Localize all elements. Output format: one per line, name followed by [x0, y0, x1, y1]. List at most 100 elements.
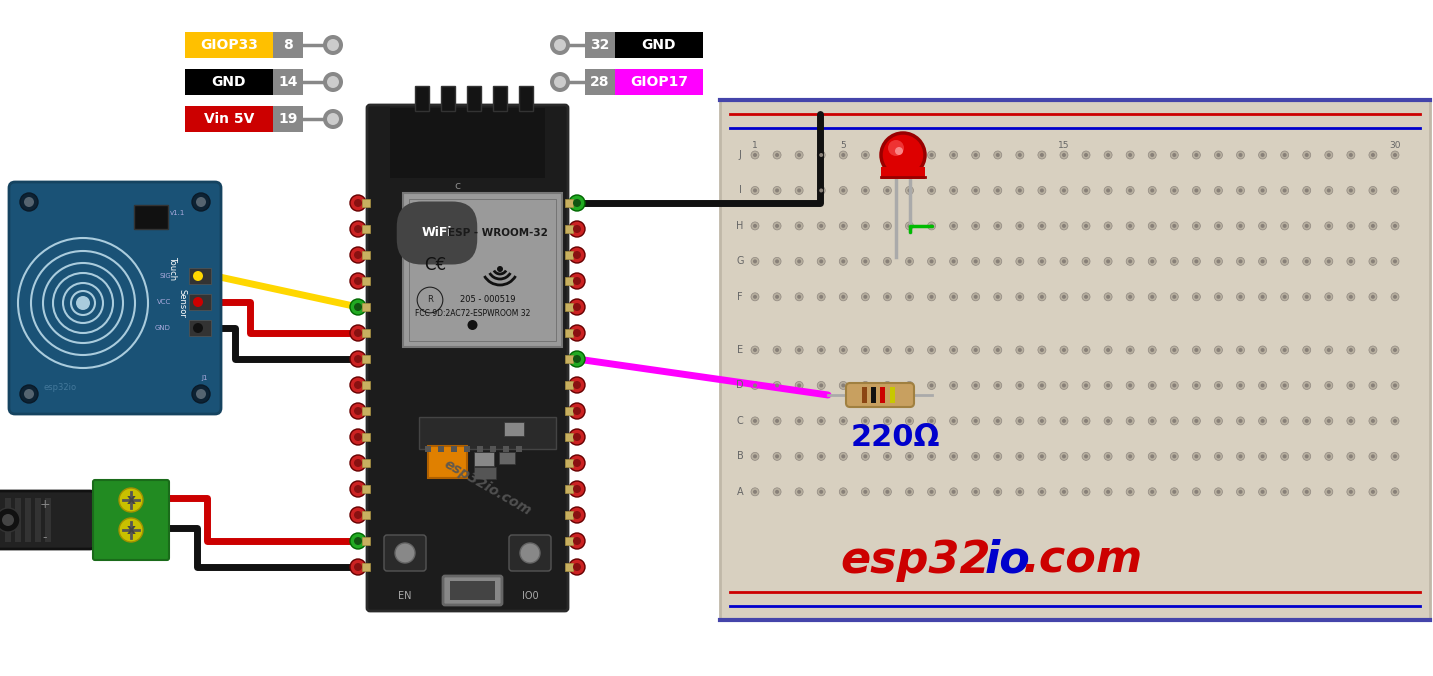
Circle shape — [1126, 381, 1134, 389]
Circle shape — [1261, 224, 1264, 228]
Circle shape — [1082, 488, 1091, 496]
Circle shape — [996, 348, 1000, 352]
FancyBboxPatch shape — [363, 277, 370, 285]
FancyBboxPatch shape — [9, 182, 221, 414]
Circle shape — [1148, 187, 1156, 195]
Circle shape — [1126, 187, 1134, 195]
Circle shape — [1369, 293, 1377, 301]
Circle shape — [863, 224, 867, 228]
Circle shape — [1327, 348, 1331, 352]
Circle shape — [1393, 348, 1397, 352]
Circle shape — [24, 389, 34, 399]
FancyBboxPatch shape — [519, 86, 533, 111]
Circle shape — [797, 383, 801, 387]
Circle shape — [20, 193, 39, 211]
Circle shape — [1281, 381, 1288, 389]
Text: esp32io: esp32io — [43, 383, 76, 393]
Circle shape — [1303, 488, 1311, 496]
Circle shape — [1348, 419, 1353, 423]
Circle shape — [1040, 383, 1043, 387]
Circle shape — [1217, 490, 1221, 494]
Circle shape — [1128, 490, 1132, 494]
Circle shape — [772, 346, 781, 354]
Text: GIOP17: GIOP17 — [631, 75, 688, 89]
Circle shape — [354, 511, 363, 519]
Text: GND: GND — [642, 38, 676, 52]
Circle shape — [573, 407, 580, 415]
Circle shape — [1214, 346, 1222, 354]
Circle shape — [863, 153, 867, 157]
Circle shape — [973, 348, 977, 352]
FancyBboxPatch shape — [185, 32, 274, 58]
Circle shape — [907, 189, 911, 193]
FancyBboxPatch shape — [871, 387, 876, 403]
Circle shape — [927, 488, 936, 496]
Circle shape — [1194, 419, 1198, 423]
Circle shape — [1192, 488, 1201, 496]
Circle shape — [817, 488, 825, 496]
Circle shape — [972, 452, 980, 460]
Circle shape — [1037, 293, 1046, 301]
Text: C: C — [737, 416, 744, 426]
Circle shape — [1258, 417, 1267, 425]
Circle shape — [1283, 189, 1287, 193]
Circle shape — [1017, 383, 1022, 387]
Circle shape — [973, 419, 977, 423]
Circle shape — [1258, 187, 1267, 195]
Circle shape — [1128, 383, 1132, 387]
Circle shape — [1060, 488, 1068, 496]
Circle shape — [996, 153, 1000, 157]
Circle shape — [972, 293, 980, 301]
Circle shape — [820, 454, 823, 458]
FancyBboxPatch shape — [719, 100, 1430, 620]
Circle shape — [569, 455, 585, 471]
Circle shape — [1016, 452, 1023, 460]
Circle shape — [1261, 189, 1264, 193]
Text: 30: 30 — [1389, 141, 1400, 151]
Circle shape — [1391, 346, 1399, 354]
Circle shape — [1304, 295, 1308, 299]
Circle shape — [573, 459, 580, 467]
Circle shape — [569, 429, 585, 445]
Circle shape — [354, 277, 363, 285]
Circle shape — [993, 488, 1002, 496]
FancyBboxPatch shape — [451, 446, 457, 452]
Circle shape — [930, 153, 933, 157]
Circle shape — [1304, 490, 1308, 494]
Circle shape — [1347, 222, 1354, 230]
Circle shape — [1304, 224, 1308, 228]
Circle shape — [1281, 346, 1288, 354]
Circle shape — [1037, 222, 1046, 230]
Circle shape — [1238, 189, 1242, 193]
Circle shape — [952, 348, 956, 352]
Circle shape — [1391, 151, 1399, 159]
Circle shape — [1151, 295, 1154, 299]
FancyBboxPatch shape — [565, 485, 573, 493]
Circle shape — [751, 452, 759, 460]
Circle shape — [996, 383, 1000, 387]
Circle shape — [1283, 260, 1287, 264]
Circle shape — [973, 295, 977, 299]
Circle shape — [772, 417, 781, 425]
Circle shape — [751, 293, 759, 301]
Circle shape — [1371, 383, 1374, 387]
Circle shape — [950, 187, 957, 195]
Circle shape — [1126, 222, 1134, 230]
Circle shape — [1128, 260, 1132, 264]
Circle shape — [1082, 293, 1091, 301]
Circle shape — [1327, 295, 1331, 299]
Circle shape — [972, 187, 980, 195]
Circle shape — [1324, 452, 1333, 460]
Circle shape — [797, 490, 801, 494]
Circle shape — [1103, 258, 1112, 266]
Circle shape — [1083, 419, 1088, 423]
Circle shape — [1040, 490, 1043, 494]
Text: -: - — [43, 531, 47, 544]
Circle shape — [1171, 488, 1178, 496]
Circle shape — [1237, 293, 1244, 301]
Circle shape — [1391, 258, 1399, 266]
Circle shape — [820, 419, 823, 423]
Circle shape — [886, 454, 890, 458]
Circle shape — [555, 39, 566, 51]
FancyBboxPatch shape — [426, 446, 431, 452]
